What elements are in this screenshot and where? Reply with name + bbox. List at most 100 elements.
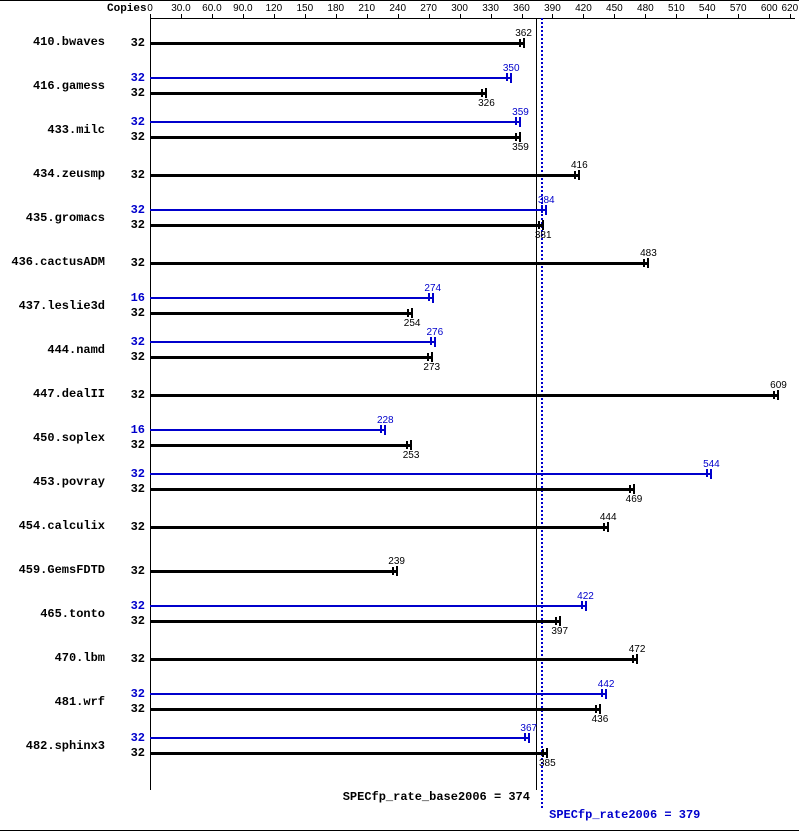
bar-peak-endcap (434, 337, 436, 347)
benchmark-label: 433.milc (47, 123, 105, 137)
bar-peak (150, 429, 385, 431)
bar-peak (150, 737, 529, 739)
bar-base-endcap (396, 566, 398, 576)
benchmark-label: 436.cactusADM (11, 255, 105, 269)
bar-base-endcap (485, 88, 487, 98)
axis-tick-label: 390 (544, 3, 561, 14)
value-base: 472 (629, 644, 646, 655)
bar-base-endcap (546, 748, 548, 758)
bar-base-endcap (599, 704, 601, 714)
bar-peak-tick (706, 469, 708, 477)
benchmark-label: 437.leslie3d (19, 299, 105, 313)
benchmark-label: 459.GemsFDTD (19, 563, 105, 577)
axis-tick (614, 14, 615, 18)
bar-base-endcap (523, 38, 525, 48)
value-base: 253 (403, 450, 420, 461)
bar-base-tick (392, 567, 394, 575)
benchmark-label: 434.zeusmp (33, 167, 105, 181)
bar-peak-endcap (384, 425, 386, 435)
axis-tick (243, 14, 244, 18)
bar-base-endcap (519, 132, 521, 142)
axis-tick-label: 30.0 (171, 3, 190, 14)
value-base: 469 (626, 494, 643, 505)
bar-base (150, 262, 648, 265)
benchmark-label: 454.calculix (19, 519, 105, 533)
copies-base-value: 32 (131, 564, 145, 578)
copies-base-value: 32 (131, 168, 145, 182)
copies-base-value: 32 (131, 702, 145, 716)
bar-base (150, 356, 432, 359)
axis-tick (336, 14, 337, 18)
bar-base-endcap (411, 308, 413, 318)
axis-tick (790, 14, 791, 18)
value-base: 609 (770, 380, 787, 391)
ref-line-base (536, 18, 537, 790)
value-peak: 276 (426, 327, 443, 338)
bar-peak (150, 605, 586, 607)
axis-tick (429, 14, 430, 18)
bar-base-tick (574, 171, 576, 179)
benchmark-label: 444.namd (47, 343, 105, 357)
copies-base-value: 32 (131, 746, 145, 760)
bar-base-endcap (578, 170, 580, 180)
axis-tick-label: 240 (389, 3, 406, 14)
bar-base-tick (603, 523, 605, 531)
bar-peak-endcap (710, 469, 712, 479)
bar-base-endcap (633, 484, 635, 494)
benchmark-label: 416.gamess (33, 79, 105, 93)
bar-base (150, 174, 579, 177)
value-peak: 422 (577, 591, 594, 602)
bar-base-tick (632, 655, 634, 663)
bar-base-tick (427, 353, 429, 361)
copies-base-value: 32 (131, 86, 145, 100)
axis-tick-label: 620 (781, 3, 798, 14)
bar-base-endcap (431, 352, 433, 362)
value-base: 381 (535, 230, 552, 241)
axis-tick (398, 14, 399, 18)
axis-tick-label: 330 (482, 3, 499, 14)
copies-base-value: 32 (131, 652, 145, 666)
bar-peak-endcap (528, 733, 530, 743)
copies-peak-value: 32 (131, 599, 145, 613)
axis-tick-label: 210 (358, 3, 375, 14)
axis-tick-label: 150 (296, 3, 313, 14)
value-peak: 350 (503, 63, 520, 74)
bar-base-tick (519, 39, 521, 47)
axis-tick-label: 300 (451, 3, 468, 14)
plot-left-border (150, 18, 151, 790)
axis-tick (181, 14, 182, 18)
bar-base (150, 658, 637, 661)
axis-tick-label: 600 (761, 3, 778, 14)
value-base: 359 (512, 142, 529, 153)
axis-tick (460, 14, 461, 18)
benchmark-label: 481.wrf (55, 695, 105, 709)
bar-peak-tick (380, 425, 382, 433)
axis-tick (707, 14, 708, 18)
axis-tick (274, 14, 275, 18)
copies-peak-value: 32 (131, 71, 145, 85)
copies-base-value: 32 (131, 388, 145, 402)
copies-base-value: 32 (131, 306, 145, 320)
bar-base (150, 312, 412, 315)
bar-base-tick (542, 749, 544, 757)
bar-base-endcap (607, 522, 609, 532)
bar-base-endcap (636, 654, 638, 664)
copies-peak-value: 32 (131, 115, 145, 129)
copies-peak-value: 32 (131, 335, 145, 349)
value-peak: 228 (377, 415, 394, 426)
axis-tick (676, 14, 677, 18)
bar-base-endcap (777, 390, 779, 400)
copies-base-value: 32 (131, 520, 145, 534)
copies-base-value: 32 (131, 614, 145, 628)
bar-peak-tick (541, 205, 543, 213)
copies-peak-value: 16 (131, 291, 145, 305)
bar-base-tick (481, 89, 483, 97)
copies-base-value: 32 (131, 256, 145, 270)
axis-tick (367, 14, 368, 18)
bar-base (150, 92, 486, 95)
value-peak: 274 (424, 283, 441, 294)
bar-peak-tick (506, 73, 508, 81)
benchmark-label: 465.tonto (40, 607, 105, 621)
value-base: 273 (423, 362, 440, 373)
bar-peak (150, 209, 546, 211)
